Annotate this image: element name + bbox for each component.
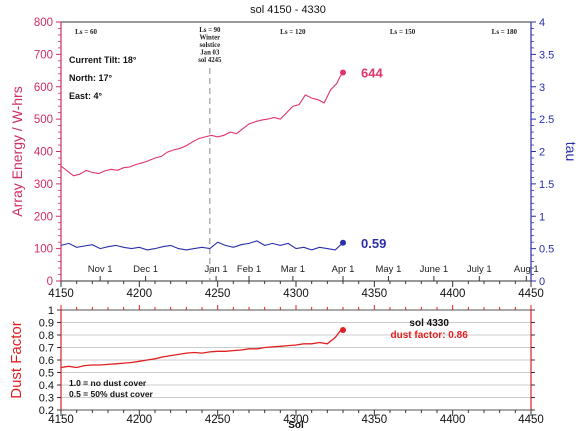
dust-factor-line	[60, 329, 344, 369]
ls-label: Ls = 150	[390, 28, 416, 36]
chart-title: sol 4150 - 4330	[250, 4, 326, 16]
solstice-label: Ls = 90	[199, 27, 221, 34]
top-x-tick-label: 4200	[127, 288, 153, 300]
dust-legend-line: 1.0 = no dust cover	[69, 378, 147, 388]
top-x-tick-label: 4400	[440, 288, 466, 300]
right-y-tick-label: 4	[539, 17, 545, 29]
right-y-tick-label: 3	[539, 82, 545, 94]
top-x-tick-label: 4250	[205, 288, 231, 300]
month-label: May 1	[375, 264, 401, 275]
left-y-tick-label: 300	[34, 179, 53, 191]
left-y-tick-label: 200	[34, 211, 53, 223]
left-y-tick-label: 100	[34, 244, 53, 256]
tilt-note: North: 17°	[69, 73, 113, 83]
bottom-y-tick-label: 0.8	[39, 330, 54, 342]
dust-legend-line: 0.5 = 50% dust cover	[69, 389, 154, 399]
month-label: Nov 1	[88, 264, 113, 275]
dust-annotation-sol: sol 4330	[409, 318, 449, 329]
month-label: Mar 1	[281, 264, 305, 275]
left-y-tick-label: 500	[34, 114, 53, 126]
bottom-x-tick-label: 4200	[127, 414, 153, 426]
right-y-axis-label: tau	[563, 142, 576, 161]
tau-end-label: 0.59	[361, 236, 386, 251]
tilt-note: Current Tilt: 18°	[69, 55, 137, 65]
bottom-y-tick-label: 0.7	[39, 343, 54, 355]
bottom-x-axis-label: Sol	[288, 420, 304, 431]
bottom-x-tick-label: 4300	[283, 414, 309, 426]
month-label: Aug 1	[514, 264, 539, 275]
top-x-tick-label: 4150	[48, 288, 74, 300]
bottom-x-tick-label: 4350	[362, 414, 388, 426]
left-y-tick-label: 800	[34, 17, 53, 29]
right-y-tick-label: 1.5	[539, 179, 554, 191]
ls-label: Ls = 180	[492, 28, 518, 36]
solstice-label: solstice	[199, 42, 220, 49]
top-x-tick-label: 4300	[283, 288, 309, 300]
bottom-y-tick-label: 0.3	[39, 393, 54, 405]
right-y-tick-label: 0	[539, 276, 545, 288]
ls-label: Ls = 60	[75, 28, 97, 36]
left-y-axis-label: Array Energy / W-hrs	[9, 86, 25, 216]
bottom-x-tick-label: 4400	[440, 414, 466, 426]
month-label: Dec 1	[133, 264, 158, 275]
bottom-y-tick-label: 0.6	[39, 355, 54, 367]
solstice-label: Jan 03	[200, 50, 220, 57]
energy-end-marker	[340, 69, 346, 76]
left-y-tick-label: 600	[34, 82, 53, 94]
bottom-x-tick-label: 4450	[518, 414, 544, 426]
tau-series-line	[60, 240, 344, 251]
left-y-tick-label: 0	[47, 276, 53, 288]
ls-label: Ls = 120	[280, 28, 306, 36]
energy-end-label: 644	[361, 66, 383, 81]
month-label: Feb 1	[237, 264, 261, 275]
right-y-tick-label: 3.5	[539, 49, 554, 61]
top-x-tick-label: 4350	[362, 288, 388, 300]
energy-series-line	[60, 72, 344, 177]
top-x-tick-label: 4450	[518, 288, 544, 300]
bottom-y-axis-label: Dust Factor	[8, 321, 25, 399]
right-y-tick-label: 2	[539, 147, 545, 159]
month-label: June 1	[420, 264, 449, 275]
bottom-y-tick-label: 0.4	[39, 380, 54, 392]
right-y-tick-label: 2.5	[539, 114, 554, 126]
left-y-tick-label: 400	[34, 147, 53, 159]
month-label: Apr 1	[332, 264, 355, 275]
tilt-note: East: 4°	[69, 91, 103, 101]
dust-factor-end-marker	[340, 327, 346, 333]
bottom-y-tick-label: 0.5	[39, 368, 54, 380]
solstice-label: Winter	[200, 35, 221, 42]
bottom-y-tick-label: 1	[48, 305, 54, 317]
bottom-x-tick-label: 4250	[205, 414, 231, 426]
month-label: Jan 1	[204, 264, 227, 275]
bottom-y-tick-label: 0.2	[39, 405, 54, 417]
left-y-tick-label: 700	[34, 49, 53, 61]
tau-end-marker	[340, 239, 346, 246]
dust-annotation-value: dust factor: 0.86	[391, 330, 469, 341]
solstice-label: sol 4245	[198, 57, 222, 64]
bottom-y-tick-label: 0.9	[39, 318, 54, 330]
right-y-tick-label: 0.5	[539, 244, 554, 256]
month-label: July 1	[467, 264, 492, 275]
bottom-x-tick-label: 4150	[48, 414, 74, 426]
right-y-tick-label: 1	[539, 211, 545, 223]
